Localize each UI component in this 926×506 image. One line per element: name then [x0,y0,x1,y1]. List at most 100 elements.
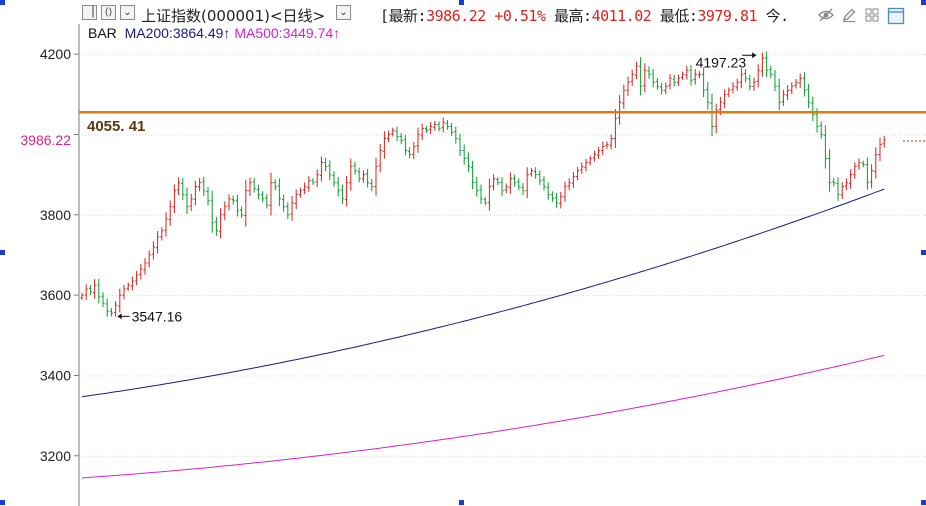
gridline-dot [547,54,548,56]
panel-toggle-icon[interactable]: ▕ [82,5,97,20]
ohlc-bar [777,78,781,111]
chevron-down-icon[interactable]: ⌄ [120,5,135,20]
gridline-dot [499,54,500,56]
gridline-dot [862,214,863,216]
gridline-dot [478,375,479,377]
gridline-dot [784,134,785,136]
gridline-dot [322,455,323,457]
gridline-dot [160,134,161,136]
expand-icon[interactable]: ⟨⟩ [101,5,116,20]
ohlc-bar [748,74,752,91]
draw-pencil-icon[interactable] [841,7,857,23]
ohlc-bar [517,178,521,191]
gridline-dot [127,54,128,56]
gridline-dot [199,214,200,216]
gridline-dot [445,134,446,136]
gridline-dot [121,455,122,457]
gridline-dot [370,214,371,216]
gridline-dot [301,455,302,457]
gridline-dot [757,455,758,457]
ohlc-bar [844,178,848,191]
ohlc-bar [147,250,151,268]
horizontal-line-group[interactable]: 4055. 41 [79,110,926,142]
ohlc-bar [198,178,202,192]
gridline-dot [646,375,647,377]
gridline-dot [670,295,671,297]
period-dropdown-icon[interactable]: ⌄ [336,5,351,20]
gridline-dot [439,375,440,377]
ohlc-bar [571,171,575,189]
gridline-dot [328,134,329,136]
gridline-dot [592,54,593,56]
gridline-dot [331,455,332,457]
gridline-dot [325,295,326,297]
gridline-dot [118,214,119,216]
gridline-dot [409,295,410,297]
gridline-dot [445,455,446,457]
gridline-dot [238,375,239,377]
gridline-dot [568,214,569,216]
gridline-dot [415,134,416,136]
gridline-dot [913,455,914,457]
gridline-dot [91,375,92,377]
gridline-dot [751,295,752,297]
gridline-dot [838,214,839,216]
gridline-dot [505,455,506,457]
gridline-dot [466,375,467,377]
ohlc-bar [882,136,886,148]
gridline-dot [721,214,722,216]
gridline-dot [199,134,200,136]
gridline-dot [517,214,518,216]
ohlc-bar [424,125,428,134]
gridline-dot [142,375,143,377]
gridline-dot [562,455,563,457]
gridline-dot [652,295,653,297]
gridline-dot [109,134,110,136]
gridline-dot [517,295,518,297]
gridline-dot [343,455,344,457]
frame-marker [0,0,5,5]
gridline-dot [622,134,623,136]
gridline-dot [523,375,524,377]
frame-marker [921,500,926,505]
gridline-dot [262,375,263,377]
gridline-dot [862,54,863,56]
gridline-dot [868,295,869,297]
gridline-dot [433,134,434,136]
ohlc-bar [151,241,155,260]
instrument-title[interactable]: 上证指数(000001)<日线> [141,7,326,25]
gridline-dot [439,134,440,136]
gridline-dot [391,375,392,377]
gridline-dot [328,375,329,377]
gridline-dot [496,455,497,457]
layout-grid-icon[interactable] [864,7,880,23]
gridline-dot [442,375,443,377]
gridline-dot [334,54,335,56]
gridline-dot [847,375,848,377]
gridline-dot [592,214,593,216]
gridline-dot [514,54,515,56]
gridline-dot [835,214,836,216]
gridline-dot [130,134,131,136]
ohlc-bar [874,147,878,179]
gridline-dot [199,375,200,377]
gridline-dot [364,54,365,56]
gridline-dot [385,295,386,297]
gridline-dot [790,54,791,56]
gridline-dot [577,54,578,56]
gridline-dot [427,214,428,216]
gridline-dot [121,134,122,136]
gridline-dot [178,455,179,457]
gridline-dot [160,214,161,216]
gridline-dot [247,214,248,216]
gridline-dot [286,54,287,56]
gridline-dot [589,455,590,457]
ohlc-bar [101,292,105,308]
hide-eye-icon[interactable] [818,7,834,23]
window-icon[interactable] [887,7,905,25]
gridline-dot [283,54,284,56]
gridline-dot [172,134,173,136]
gridline-dot [757,375,758,377]
gridline-dot [817,455,818,457]
